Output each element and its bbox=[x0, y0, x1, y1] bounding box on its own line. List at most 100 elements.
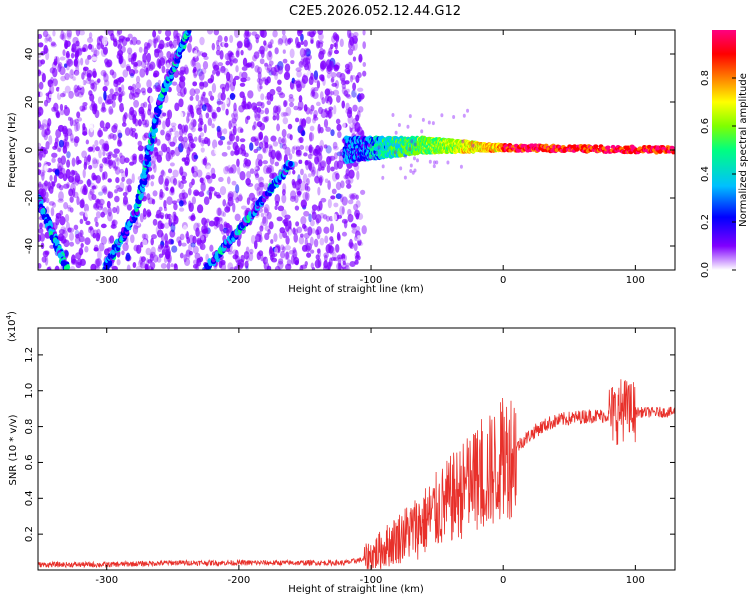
heatmap-noise-cell bbox=[315, 229, 320, 236]
heatmap-noise-cell bbox=[293, 233, 298, 243]
heatmap-noise-cell bbox=[216, 194, 222, 199]
heatmap-noise-cell bbox=[326, 264, 331, 270]
heatmap-noise-cell bbox=[243, 103, 250, 110]
heatmap-noise-cell bbox=[265, 167, 272, 174]
heatmap-noise-cell bbox=[268, 164, 275, 174]
heatmap-noise-cell bbox=[200, 235, 205, 241]
svg-text:(x104): (x104) bbox=[5, 311, 18, 342]
heatmap-noise-cell bbox=[165, 254, 170, 260]
heatmap-noise-cell bbox=[87, 54, 92, 60]
heatmap-noise-cell bbox=[243, 251, 250, 260]
heatmap-noise-cell bbox=[39, 71, 45, 76]
heatmap-noise-cell bbox=[74, 210, 80, 215]
heatmap-noise-cell bbox=[317, 186, 321, 196]
heatmap-noise-cell bbox=[281, 136, 287, 147]
heatmap-noise-cell bbox=[156, 35, 161, 43]
heatmap-noise-cell bbox=[132, 63, 138, 70]
heatmap-noise-cell bbox=[174, 102, 180, 112]
heatmap-noise-cell bbox=[345, 108, 351, 115]
snr-y-label: SNR (10 * v/v) bbox=[8, 414, 19, 485]
heatmap-noise-cell bbox=[335, 95, 341, 103]
heatmap-noise-cell bbox=[236, 40, 243, 49]
heatmap-noise-cell bbox=[253, 121, 257, 130]
heatmap-noise-cell bbox=[141, 111, 145, 122]
heatmap-noise-cell bbox=[323, 254, 328, 262]
heatmap-noise-cell bbox=[227, 50, 233, 58]
heatmap-noise-cell bbox=[196, 107, 202, 116]
heatmap-noise-cell bbox=[84, 245, 89, 253]
heatmap-noise-cell bbox=[133, 61, 138, 67]
heatmap-noise-cell bbox=[38, 183, 44, 189]
heatmap-noise-cell bbox=[58, 61, 63, 69]
heatmap-noise-cell bbox=[78, 30, 85, 36]
heatmap-noise-cell bbox=[77, 232, 83, 237]
heatmap-noise-cell bbox=[140, 256, 146, 262]
heatmap-noise-cell bbox=[142, 214, 147, 220]
heatmap-noise-cell bbox=[358, 106, 364, 113]
heatmap-noise-cell bbox=[119, 168, 124, 174]
heatmap-noise-cell bbox=[341, 100, 346, 109]
heatmap-noise-cell bbox=[70, 52, 75, 59]
heatmap-noise-cell bbox=[258, 141, 264, 149]
heatmap-noise-cell bbox=[147, 39, 153, 47]
heatmap-noise-cell bbox=[170, 263, 174, 268]
heatmap-noise-cell bbox=[107, 191, 114, 199]
heatmap-noise-cell bbox=[92, 158, 99, 169]
heatmap-noise-cell bbox=[165, 95, 170, 103]
heatmap-noise-cell bbox=[143, 132, 150, 139]
heatmap-noise-cell bbox=[208, 186, 215, 192]
heatmap-noise-cell bbox=[41, 72, 46, 83]
heatmap-noise-cell bbox=[346, 94, 352, 99]
heatmap-noise-cell bbox=[195, 94, 200, 102]
heatmap-noise-cell bbox=[266, 100, 272, 106]
heatmap-noise-cell bbox=[95, 211, 101, 219]
heatmap-noise-cell bbox=[147, 42, 151, 49]
heatmap-noise-cell bbox=[263, 208, 270, 217]
heatmap-noise-cell bbox=[69, 133, 74, 142]
heatmap-noise-cell bbox=[198, 71, 205, 81]
heatmap-noise-cell bbox=[224, 206, 231, 213]
heatmap-noise-cell bbox=[66, 204, 72, 210]
heatmap-noise-cell bbox=[278, 258, 284, 265]
heatmap-noise-cell bbox=[213, 190, 217, 197]
heatmap-noise-cell bbox=[57, 198, 64, 203]
heatmap-noise-cell bbox=[103, 72, 109, 83]
heatmap-noise-cell bbox=[347, 213, 354, 223]
heatmap-noise-cell bbox=[285, 106, 292, 117]
heatmap-noise-cell bbox=[283, 179, 290, 189]
heatmap-noise-cell bbox=[131, 83, 137, 93]
heatmap-noise-cell bbox=[292, 169, 296, 175]
heatmap-noise-cell bbox=[302, 56, 309, 66]
heatmap-noise-cell bbox=[295, 67, 302, 72]
heatmap-noise-cell bbox=[278, 92, 286, 99]
heatmap-noise-cell bbox=[234, 213, 241, 222]
heatmap-noise-cell bbox=[101, 171, 106, 181]
heatmap-noise-cell bbox=[147, 211, 152, 217]
heatmap-noise-cell bbox=[79, 47, 86, 52]
heatmap-noise-cell bbox=[236, 238, 241, 247]
heatmap-noise-cell bbox=[38, 142, 42, 148]
heatmap-noise-cell bbox=[56, 183, 62, 189]
heatmap-noise-cell bbox=[305, 48, 311, 57]
heatmap-noise-cell bbox=[160, 263, 167, 269]
heatmap-noise-cell bbox=[112, 153, 118, 158]
heatmap-noise-cell bbox=[113, 148, 120, 154]
heatmap-noise-cell bbox=[207, 125, 212, 135]
heatmap-noise-cell bbox=[75, 121, 80, 132]
heatmap-noise-cell bbox=[262, 216, 269, 227]
heatmap-noise-cell bbox=[300, 199, 307, 208]
heatmap-noise-cell bbox=[38, 162, 42, 168]
heatmap-noise-cell bbox=[66, 32, 72, 40]
heatmap-noise-cell bbox=[103, 90, 107, 101]
heatmap-noise-cell bbox=[285, 251, 290, 260]
heatmap-noise-cell bbox=[192, 264, 198, 269]
heatmap-noise-cell bbox=[319, 145, 324, 152]
heatmap-noise-cell bbox=[113, 79, 119, 88]
heatmap-noise-cell bbox=[58, 229, 65, 235]
heatmap-noise-cell bbox=[93, 49, 100, 57]
heatmap-noise-cell bbox=[263, 116, 269, 123]
heatmap-noise-cell bbox=[93, 202, 98, 209]
heatmap-noise-cell bbox=[80, 198, 85, 208]
heatmap-noise-cell bbox=[353, 203, 359, 211]
heatmap-noise-cell bbox=[38, 33, 43, 40]
